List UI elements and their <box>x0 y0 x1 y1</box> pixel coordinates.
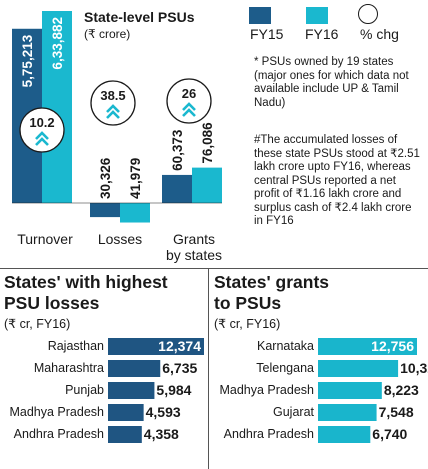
bar-andhra-pradesh <box>108 426 142 443</box>
category-label-andhra-pradesh: Andhra Pradesh <box>224 427 314 441</box>
pct-change-bubble-losses <box>90 80 136 126</box>
grants-section-title: States' grants to PSUs <box>214 272 424 314</box>
category-label-karnataka: Karnataka <box>257 339 314 353</box>
bar-losses-fy16 <box>120 203 150 223</box>
chevron-up-icon <box>182 102 196 111</box>
bar-gujarat <box>318 404 377 421</box>
value-label-turnover-fy16: 6,33,882 <box>50 17 65 70</box>
pct-change-bubble-grants <box>166 78 212 124</box>
legend-label-fy15: FY15 <box>250 26 284 42</box>
bar-madhya-pradesh <box>318 382 382 399</box>
legend-swatch-fy16 <box>306 7 328 24</box>
grants-section-subtitle: (₹ cr, FY16) <box>214 317 281 331</box>
category-label-punjab: Punjab <box>65 383 104 397</box>
legend-label-pct: % chg <box>360 26 399 42</box>
note-accumulated-losses: #The accumulated losses of these state P… <box>254 134 420 227</box>
bar-karnataka <box>318 338 417 355</box>
value-label-gujarat: 7,548 <box>379 404 414 420</box>
note-psu-coverage: * PSUs owned by 19 states (major ones fo… <box>254 56 409 109</box>
value-label-karnataka: 12,756 <box>371 338 414 354</box>
pct-change-label-losses: 38.5 <box>100 88 125 103</box>
grants-title-line2: to PSUs <box>214 293 282 313</box>
value-label-telengana: 10,320 <box>400 360 428 376</box>
horizontal-divider <box>0 268 428 270</box>
losses-title-line2: PSU losses <box>4 293 100 313</box>
legend-swatch-fy15 <box>249 7 271 24</box>
value-label-losses-fy16: 41,979 <box>128 158 143 199</box>
category-label-losses: Losses <box>97 231 143 247</box>
value-label-andhra-pradesh: 4,358 <box>144 426 179 442</box>
value-label-andhra-pradesh: 6,740 <box>372 426 407 442</box>
category-label-grants-line2: by states <box>165 247 223 263</box>
bar-turnover-fy16 <box>42 11 72 203</box>
vertical-divider <box>208 269 210 469</box>
pct-change-bubble-turnover <box>19 107 65 153</box>
losses-title-line1: States' with highest <box>4 272 168 292</box>
category-label-grants: Grants by states <box>152 231 236 263</box>
category-label-madhya-pradesh: Madhya Pradesh <box>219 383 314 397</box>
value-label-madhya-pradesh: 8,223 <box>384 382 419 398</box>
category-label-gujarat: Gujarat <box>273 405 315 419</box>
value-label-madhya-pradesh: 4,593 <box>146 404 181 420</box>
category-label-andhra-pradesh: Andhra Pradesh <box>14 427 104 441</box>
bar-grants-fy15 <box>162 174 192 203</box>
bar-grants-fy16 <box>192 167 222 203</box>
value-label-grants-fy16: 76,086 <box>200 122 215 164</box>
value-label-rajasthan: 12,374 <box>158 338 201 354</box>
value-label-losses-fy15: 30,326 <box>98 157 113 199</box>
bar-telengana <box>318 360 399 377</box>
chart-title: State-level PSUs <box>84 9 195 25</box>
chart-subtitle: (₹ crore) <box>84 27 131 41</box>
bar-madhya-pradesh <box>108 404 144 421</box>
bar-maharashtra <box>108 360 161 377</box>
legend-label-fy16: FY16 <box>305 26 339 42</box>
pct-change-label-turnover: 10.2 <box>29 115 54 130</box>
pct-change-label-grants: 26 <box>182 86 196 101</box>
category-label-telengana: Telengana <box>256 361 314 375</box>
chevron-up-icon <box>35 137 49 146</box>
chevron-up-icon <box>106 104 120 113</box>
chevron-up-icon <box>35 131 49 140</box>
category-label-grants-line1: Grants <box>172 231 215 247</box>
bar-losses-fy15 <box>90 203 120 218</box>
value-label-punjab: 5,984 <box>156 382 191 398</box>
value-label-turnover-fy15: 5,75,213 <box>20 34 35 87</box>
chevron-up-icon <box>106 110 120 119</box>
bar-rajasthan <box>108 338 204 355</box>
bar-andhra-pradesh <box>318 426 371 443</box>
category-label-madhya-pradesh: Madhya Pradesh <box>9 405 104 419</box>
value-label-grants-fy15: 60,373 <box>170 129 185 171</box>
grants-title-line1: States' grants <box>214 272 330 292</box>
category-label-turnover: Turnover <box>17 231 73 247</box>
bar-punjab <box>108 382 155 399</box>
losses-section-subtitle: (₹ cr, FY16) <box>4 317 71 331</box>
value-label-maharashtra: 6,735 <box>162 360 197 376</box>
chevron-up-icon <box>182 108 196 117</box>
category-label-maharashtra: Maharashtra <box>34 361 104 375</box>
losses-section-title: States' with highest PSU losses <box>4 272 204 314</box>
category-label-rajasthan: Rajasthan <box>48 339 104 353</box>
legend-swatch-pct <box>358 4 378 24</box>
